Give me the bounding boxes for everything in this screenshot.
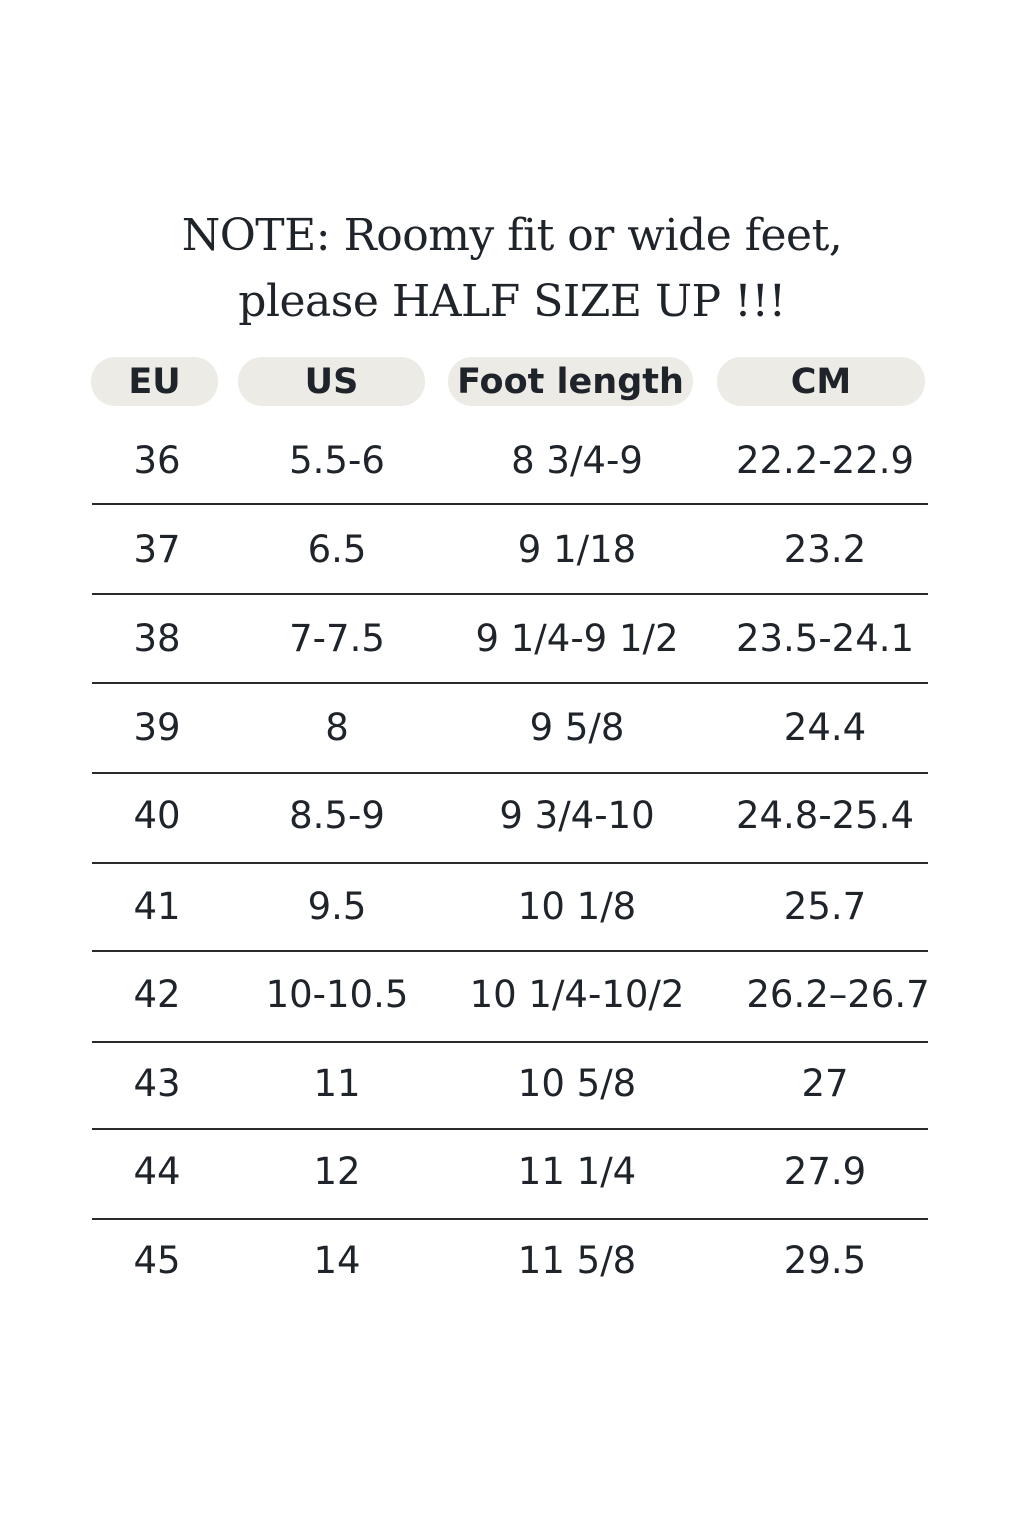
table-row: 44 12 11 1/4 27.9 [0, 1127, 1024, 1216]
cell-us: 5.5-6 [289, 439, 385, 482]
row-divider [92, 862, 928, 864]
cell-eu: 42 [133, 973, 181, 1016]
table-row: 43 11 10 5/8 27 [0, 1039, 1024, 1128]
cell-cm: 27.9 [783, 1150, 867, 1193]
header-cm: CM [717, 357, 925, 406]
table-row: 41 9.5 10 1/8 25.7 [0, 862, 1024, 951]
cell-us: 7-7.5 [289, 617, 385, 660]
header-eu: EU [91, 357, 218, 406]
row-divider [92, 1128, 928, 1130]
size-note: NOTE: Roomy fit or wide feet, please HAL… [0, 203, 1024, 335]
cell-eu: 45 [133, 1239, 181, 1282]
row-divider [92, 503, 928, 505]
cell-us: 12 [313, 1150, 361, 1193]
cell-cm: 24.8-25.4 [735, 794, 915, 837]
table-row: 36 5.5-6 8 3/4-9 22.2-22.9 [0, 416, 1024, 505]
header-foot-length: Foot length [448, 357, 693, 406]
row-divider [92, 950, 928, 952]
row-divider [92, 1041, 928, 1043]
cell-foot-length: 10 1/4-10/2 [469, 973, 685, 1016]
table-row: 40 8.5-9 9 3/4-10 24.8-25.4 [0, 771, 1024, 860]
cell-foot-length: 9 3/4-10 [499, 794, 655, 837]
cell-eu: 36 [133, 439, 181, 482]
cell-foot-length: 9 1/4-9 1/2 [475, 617, 679, 660]
row-divider [92, 772, 928, 774]
cell-cm: 23.2 [783, 528, 867, 571]
note-line-1: NOTE: Roomy fit or wide feet, [181, 210, 843, 261]
cell-cm: 25.7 [783, 885, 867, 928]
cell-eu: 39 [133, 706, 181, 749]
cell-cm: 29.5 [783, 1239, 867, 1282]
cell-eu: 43 [133, 1062, 181, 1105]
cell-cm: 23.5-24.1 [735, 617, 915, 660]
cell-us: 10-10.5 [265, 973, 409, 1016]
cell-foot-length: 11 5/8 [517, 1239, 637, 1282]
table-row: 39 8 9 5/8 24.4 [0, 683, 1024, 772]
cell-eu: 37 [133, 528, 181, 571]
cell-cm: 22.2-22.9 [735, 439, 915, 482]
note-line-2: please HALF SIZE UP !!! [238, 276, 786, 327]
cell-us: 9.5 [307, 885, 367, 928]
cell-foot-length: 10 5/8 [517, 1062, 637, 1105]
table-row: 42 10-10.5 10 1/4-10/2 26.2–26.7 [0, 950, 1024, 1039]
table-row: 38 7-7.5 9 1/4-9 1/2 23.5-24.1 [0, 594, 1024, 683]
cell-eu: 44 [133, 1150, 181, 1193]
row-divider [92, 593, 928, 595]
cell-foot-length: 9 1/18 [517, 528, 637, 571]
cell-us: 6.5 [307, 528, 367, 571]
cell-foot-length: 10 1/8 [517, 885, 637, 928]
row-divider [92, 1218, 928, 1220]
cell-eu: 41 [133, 885, 181, 928]
table-row: 37 6.5 9 1/18 23.2 [0, 505, 1024, 594]
cell-us: 8 [325, 706, 349, 749]
cell-eu: 38 [133, 617, 181, 660]
cell-us: 8.5-9 [289, 794, 385, 837]
cell-cm: 26.2–26.7 [746, 973, 930, 1016]
cell-cm: 24.4 [783, 706, 867, 749]
cell-cm: 27 [801, 1062, 849, 1105]
header-us: US [238, 357, 425, 406]
cell-us: 14 [313, 1239, 361, 1282]
cell-us: 11 [313, 1062, 361, 1105]
cell-eu: 40 [133, 794, 181, 837]
cell-foot-length: 9 5/8 [529, 706, 625, 749]
cell-foot-length: 8 3/4-9 [511, 439, 643, 482]
cell-foot-length: 11 1/4 [517, 1150, 637, 1193]
row-divider [92, 682, 928, 684]
table-row: 45 14 11 5/8 29.5 [0, 1216, 1024, 1305]
